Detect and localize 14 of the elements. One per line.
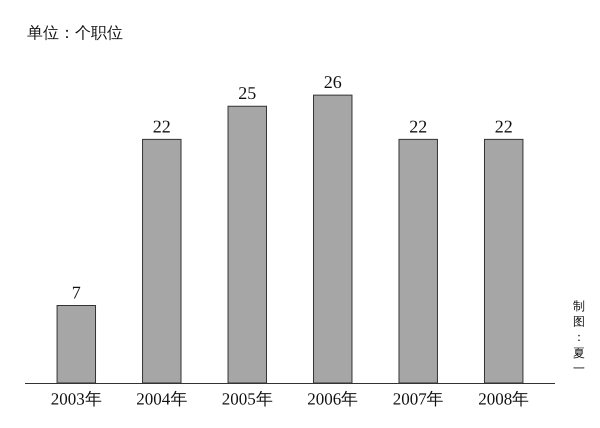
x-tick-label: 2005年 — [222, 389, 273, 408]
x-tick-label: 2006年 — [307, 389, 358, 408]
x-tick-label: 2003年 — [50, 389, 102, 408]
data-label: 25 — [238, 83, 256, 104]
text: 制图：夏一 — [573, 299, 585, 376]
data-label: 22 — [152, 116, 171, 136]
data-label: 7 — [72, 282, 81, 302]
data-label: 22 — [409, 116, 428, 136]
data-label: 22 — [494, 116, 513, 136]
text: 单位：个职位 — [27, 23, 123, 42]
x-tick-label: 2004年 — [136, 389, 188, 408]
x-tick-label: 2008年 — [478, 389, 530, 408]
data-label: 26 — [324, 72, 342, 92]
x-tick-label: 2007年 — [392, 389, 444, 408]
